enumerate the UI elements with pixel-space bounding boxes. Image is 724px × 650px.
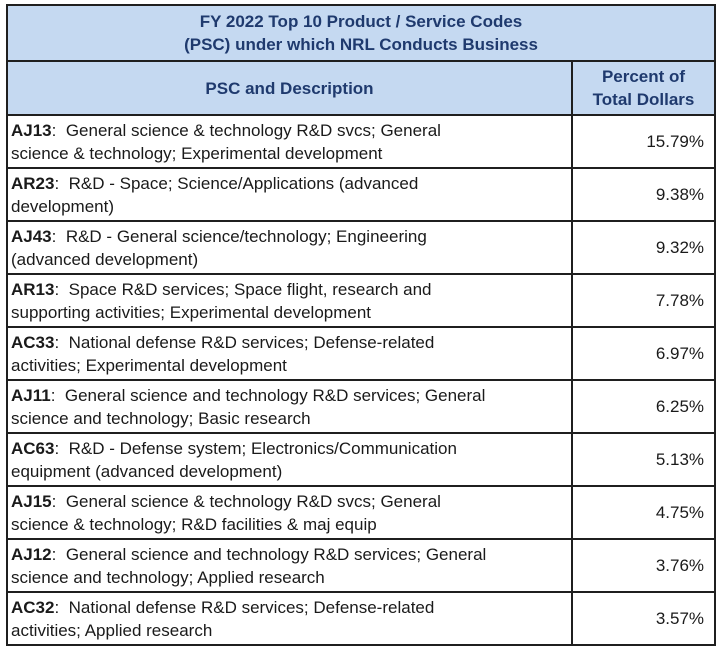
- psc-description-line2: (advanced development): [11, 249, 199, 269]
- psc-line1: AJ12: General science and technology R&D…: [11, 543, 565, 566]
- table-row: AJ43: R&D - General science/technology; …: [6, 220, 717, 275]
- psc-description-line1: Space R&D services; Space flight, resear…: [68, 279, 432, 299]
- title-row: FY 2022 Top 10 Product / Service Codes (…: [5, 4, 717, 62]
- table-row: AC63: R&D - Defense system; Electronics/…: [6, 432, 717, 487]
- psc-description-line2: equipment (advanced development): [11, 461, 283, 481]
- psc-description-line1: R&D - Space; Science/Applications (advan…: [68, 173, 419, 193]
- table-row: AC33: National defense R&D services; Def…: [6, 326, 717, 381]
- percent-cell: 15.79%: [570, 114, 717, 169]
- percent-cell: 3.76%: [570, 538, 717, 593]
- table-title-line1: FY 2022 Top 10 Product / Service Codes: [199, 12, 523, 31]
- psc-description-line1: R&D - Defense system; Electronics/Commun…: [68, 438, 457, 458]
- column-header-percent-line2: Total Dollars: [592, 90, 695, 109]
- psc-separator: :: [54, 597, 69, 617]
- table-row: AJ13: General science & technology R&D s…: [6, 114, 717, 169]
- psc-separator: :: [51, 120, 66, 140]
- percent-cell: 6.97%: [570, 326, 717, 381]
- psc-description-line2: activities; Applied research: [11, 620, 213, 640]
- psc-code: AJ13: [11, 120, 52, 140]
- psc-line1: AJ43: R&D - General science/technology; …: [11, 225, 565, 248]
- psc-line1: AJ13: General science & technology R&D s…: [11, 119, 565, 142]
- psc-description-cell: AR13: Space R&D services; Space flight, …: [6, 273, 573, 328]
- percent-cell: 9.32%: [570, 220, 717, 275]
- psc-description-cell: AC32: National defense R&D services; Def…: [6, 591, 573, 646]
- psc-separator: :: [54, 438, 69, 458]
- psc-description-line2: science and technology; Basic research: [11, 408, 311, 428]
- psc-separator: :: [50, 385, 65, 405]
- psc-description-line1: National defense R&D services; Defense-r…: [68, 597, 435, 617]
- psc-description-line1: R&D - General science/technology; Engine…: [65, 226, 427, 246]
- psc-code: AC32: [11, 597, 55, 617]
- psc-line1: AJ11: General science and technology R&D…: [11, 384, 565, 407]
- psc-separator: :: [54, 279, 69, 299]
- header-row: PSC and Description Percent of Total Dol…: [6, 60, 717, 116]
- psc-separator: :: [51, 226, 66, 246]
- psc-code: AC63: [11, 438, 55, 458]
- column-header-psc: PSC and Description: [6, 60, 573, 116]
- percent-cell: 6.25%: [570, 379, 717, 434]
- psc-description-line1: General science & technology R&D svcs; G…: [65, 120, 441, 140]
- table-row: AC32: National defense R&D services; Def…: [6, 591, 717, 646]
- percent-cell: 9.38%: [570, 167, 717, 222]
- psc-description-cell: AJ13: General science & technology R&D s…: [6, 114, 573, 169]
- percent-cell: 3.57%: [570, 591, 717, 646]
- psc-description-line2: science & technology; R&D facilities & m…: [11, 514, 377, 534]
- column-header-percent: Percent of Total Dollars: [570, 60, 717, 116]
- psc-separator: :: [54, 332, 69, 352]
- psc-description-line1: General science and technology R&D servi…: [65, 544, 487, 564]
- table-row: AJ11: General science and technology R&D…: [6, 379, 717, 434]
- psc-code: AJ12: [11, 544, 52, 564]
- psc-code: AR23: [11, 173, 55, 193]
- table-title: FY 2022 Top 10 Product / Service Codes (…: [5, 4, 717, 62]
- psc-description-cell: AJ15: General science & technology R&D s…: [6, 485, 573, 540]
- psc-separator: :: [51, 544, 66, 564]
- psc-description-line1: General science and technology R&D servi…: [64, 385, 486, 405]
- psc-description-line2: activities; Experimental development: [11, 355, 287, 375]
- table-body: AJ13: General science & technology R&D s…: [6, 114, 717, 646]
- psc-description-cell: AR23: R&D - Space; Science/Applications …: [6, 167, 573, 222]
- psc-description-line1: National defense R&D services; Defense-r…: [68, 332, 435, 352]
- psc-separator: :: [54, 173, 69, 193]
- psc-separator: :: [51, 491, 66, 511]
- table-row: AR13: Space R&D services; Space flight, …: [6, 273, 717, 328]
- psc-description-line2: science & technology; Experimental devel…: [11, 143, 383, 163]
- percent-cell: 5.13%: [570, 432, 717, 487]
- psc-description-cell: AC63: R&D - Defense system; Electronics/…: [6, 432, 573, 487]
- table-title-line2: (PSC) under which NRL Conducts Business: [184, 35, 538, 54]
- table-row: AJ15: General science & technology R&D s…: [6, 485, 717, 540]
- psc-line1: AC63: R&D - Defense system; Electronics/…: [11, 437, 565, 460]
- psc-description-line2: development): [11, 196, 115, 216]
- psc-line1: AC32: National defense R&D services; Def…: [11, 596, 565, 619]
- psc-table: FY 2022 Top 10 Product / Service Codes (…: [5, 4, 717, 646]
- psc-code: AC33: [11, 332, 55, 352]
- table-row: AJ12: General science and technology R&D…: [6, 538, 717, 593]
- psc-description-line2: supporting activities; Experimental deve…: [11, 302, 372, 322]
- psc-line1: AJ15: General science & technology R&D s…: [11, 490, 565, 513]
- psc-description-cell: AJ43: R&D - General science/technology; …: [6, 220, 573, 275]
- psc-code: AJ15: [11, 491, 52, 511]
- table-row: AR23: R&D - Space; Science/Applications …: [6, 167, 717, 222]
- psc-description-cell: AJ11: General science and technology R&D…: [6, 379, 573, 434]
- psc-description-cell: AC33: National defense R&D services; Def…: [6, 326, 573, 381]
- psc-line1: AR13: Space R&D services; Space flight, …: [11, 278, 565, 301]
- psc-line1: AR23: R&D - Space; Science/Applications …: [11, 172, 565, 195]
- psc-description-line1: General science & technology R&D svcs; G…: [65, 491, 441, 511]
- psc-code: AR13: [11, 279, 55, 299]
- psc-code: AJ43: [11, 226, 52, 246]
- percent-cell: 7.78%: [570, 273, 717, 328]
- psc-line1: AC33: National defense R&D services; Def…: [11, 331, 565, 354]
- percent-cell: 4.75%: [570, 485, 717, 540]
- column-header-percent-line1: Percent of: [601, 67, 686, 86]
- psc-code: AJ11: [11, 385, 51, 405]
- psc-description-cell: AJ12: General science and technology R&D…: [6, 538, 573, 593]
- psc-description-line2: science and technology; Applied research: [11, 567, 325, 587]
